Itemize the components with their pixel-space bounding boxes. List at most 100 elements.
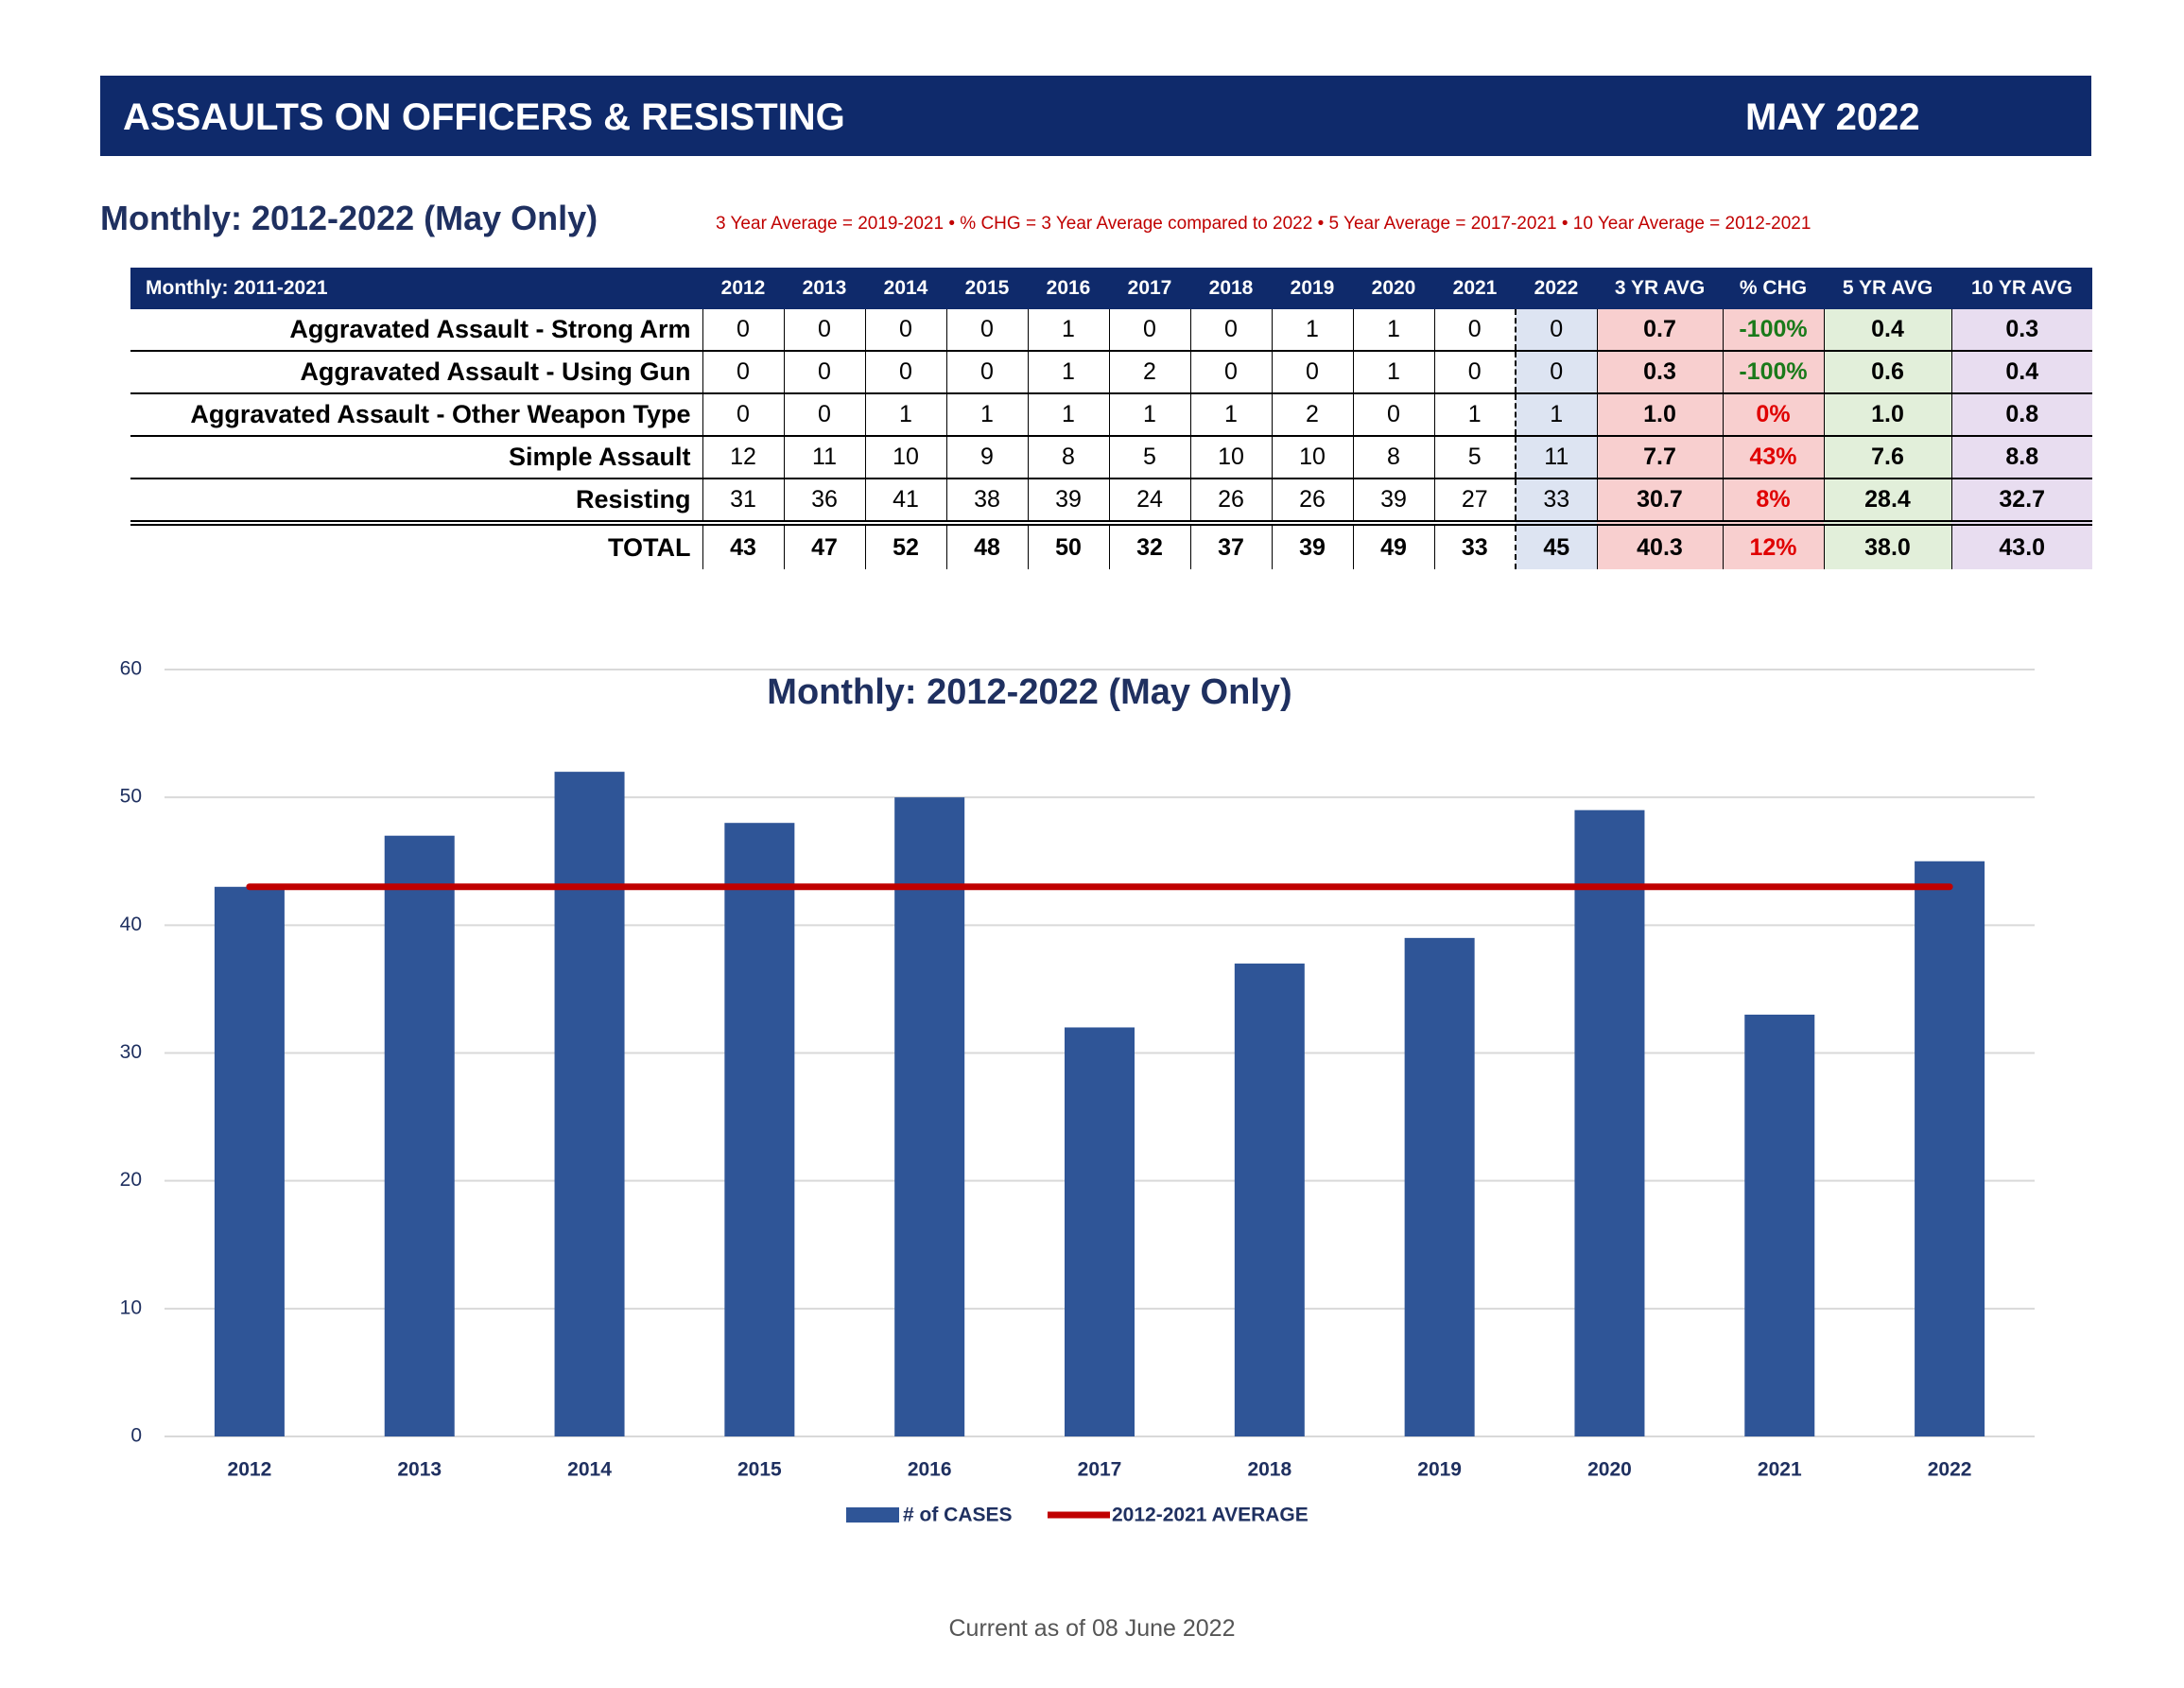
cell: 0	[864, 309, 946, 352]
column-header: % CHG	[1723, 268, 1824, 309]
cell: 39	[1352, 479, 1434, 524]
cell: 50	[1027, 520, 1109, 569]
x-tick-label: 2022	[1928, 1459, 1972, 1481]
x-tick-label: 2019	[1417, 1459, 1462, 1481]
cell: 1	[1027, 393, 1109, 437]
x-tick-label: 2021	[1758, 1459, 1802, 1481]
cell: 1	[1027, 351, 1109, 394]
column-header: 2021	[1434, 268, 1516, 309]
chart-title: Monthly: 2012-2022 (May Only)	[767, 672, 1291, 712]
column-header: 2014	[865, 268, 946, 309]
cell: 0	[783, 309, 865, 352]
x-tick-label: 2016	[908, 1459, 952, 1481]
y-tick-label: 40	[120, 914, 142, 935]
cell: 1	[945, 393, 1028, 437]
cell: 0.6	[1823, 351, 1951, 394]
column-header: 5 YR AVG	[1824, 268, 1951, 309]
cell: 47	[783, 520, 865, 569]
cell: 0%	[1722, 393, 1824, 437]
y-tick-label: 50	[120, 786, 142, 808]
column-header: 2013	[784, 268, 865, 309]
cell: 2	[1271, 393, 1353, 437]
bar	[214, 886, 285, 1436]
cell: 8	[1352, 436, 1434, 479]
x-tick-label: 2013	[397, 1459, 442, 1481]
cell: 26	[1271, 479, 1353, 524]
cell: 0	[1515, 351, 1597, 394]
column-header: 2017	[1109, 268, 1190, 309]
x-tick-label: 2015	[737, 1459, 782, 1481]
cell: 10	[1271, 436, 1353, 479]
row-label: TOTAL	[130, 520, 702, 569]
cell: 10	[1189, 436, 1272, 479]
cell: 36	[783, 479, 865, 524]
cell: 1	[1352, 351, 1434, 394]
cell: 0.3	[1950, 309, 2092, 352]
y-tick-label: 0	[130, 1425, 142, 1447]
cell: 10	[864, 436, 946, 479]
cell: 31	[702, 479, 784, 524]
legend-label: 2012-2021 AVERAGE	[1112, 1505, 1309, 1526]
cell: 11	[783, 436, 865, 479]
cell: 1	[1433, 393, 1516, 437]
cell: 45	[1515, 520, 1597, 569]
cell: 8.8	[1950, 436, 2092, 479]
table-row: Aggravated Assault - Strong Arm 0 0 0 0 1 0 0 1 1…	[130, 309, 2092, 352]
bar	[1065, 1027, 1135, 1436]
cell: 0	[1189, 351, 1272, 394]
cell: 5	[1108, 436, 1190, 479]
cell: 1	[864, 393, 946, 437]
table-row: Simple Assault 12 11 10 9 8 5 10 10 8 5 11 7.7 43% 7.6…	[130, 436, 2092, 479]
cell: 26	[1189, 479, 1272, 524]
column-header: 2016	[1028, 268, 1109, 309]
cell: 0.4	[1823, 309, 1951, 352]
table-row: Aggravated Assault - Using Gun 0 0 0 0 1 2 0 0 1 0…	[130, 351, 2092, 394]
row-label: Aggravated Assault - Strong Arm	[130, 309, 702, 352]
cell: 33	[1515, 479, 1597, 524]
cell: 0	[1515, 309, 1597, 352]
x-tick-label: 2014	[567, 1459, 612, 1481]
x-tick-label: 2020	[1587, 1459, 1632, 1481]
cell: 48	[945, 520, 1028, 569]
y-tick-label: 20	[120, 1169, 142, 1191]
cell: 0	[783, 393, 865, 437]
cell: 0	[1189, 309, 1272, 352]
row-label: Resisting	[130, 479, 702, 524]
legend-label: # of CASES	[903, 1505, 1013, 1526]
cell: 0	[1108, 309, 1190, 352]
cell: 37	[1189, 520, 1272, 569]
cell: 0	[945, 309, 1028, 352]
legend-swatch	[846, 1507, 899, 1523]
bar	[554, 772, 625, 1436]
y-tick-label: 10	[120, 1296, 142, 1318]
cell: 28.4	[1823, 479, 1951, 524]
cell: 0	[783, 351, 865, 394]
y-tick-label: 30	[120, 1041, 142, 1063]
bar	[1744, 1014, 1815, 1436]
header-date: MAY 2022	[1745, 96, 1920, 138]
cell: 0	[702, 309, 784, 352]
column-header: 2022	[1516, 268, 1597, 309]
cell: 12	[702, 436, 784, 479]
cell: 5	[1433, 436, 1516, 479]
cell: 52	[864, 520, 946, 569]
cell: 0.8	[1950, 393, 2092, 437]
column-header: 3 YR AVG	[1597, 268, 1723, 309]
cell: 1	[1189, 393, 1272, 437]
chart: Monthly: 2012-2022 (May Only) 0 10 20 30 40 5…	[120, 658, 2035, 1526]
cell: 41	[864, 479, 946, 524]
cell: 32	[1108, 520, 1190, 569]
cell: 1	[1271, 309, 1353, 352]
cell: 0.3	[1596, 351, 1723, 394]
column-header: 10 YR AVG	[1951, 268, 2092, 309]
x-tick-label: 2018	[1247, 1459, 1291, 1481]
cell: 0	[702, 351, 784, 394]
bar	[1915, 861, 1985, 1436]
column-header: 2020	[1353, 268, 1434, 309]
cell: 1.0	[1823, 393, 1951, 437]
column-header: 2018	[1190, 268, 1272, 309]
column-header: 2012	[702, 268, 784, 309]
column-header: Monthly: 2011-2021	[130, 268, 702, 309]
cell: 30.7	[1596, 479, 1723, 524]
